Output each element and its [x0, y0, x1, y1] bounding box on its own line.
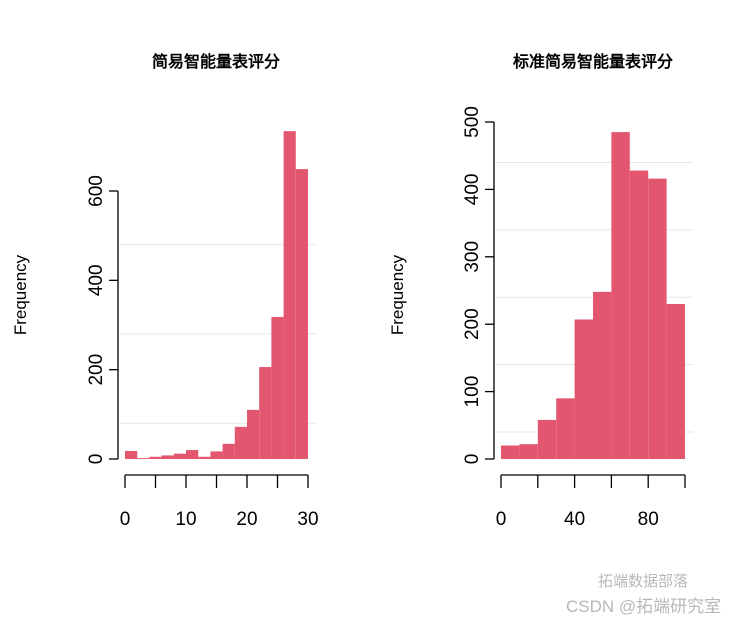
histogram-bar [186, 450, 199, 459]
axes: 0 100 200 300 400 500 0 40 80 [462, 106, 686, 530]
x-tick-label: 0 [496, 509, 507, 530]
histogram-bar [247, 409, 260, 459]
histogram-bar [173, 453, 186, 459]
histogram-bar [593, 291, 612, 459]
chart-title: 简易智能量表评分 [152, 52, 280, 71]
bars [501, 132, 685, 460]
x-tick-label: 40 [564, 509, 585, 530]
histogram-bar [271, 316, 284, 459]
x-tick-label: 0 [120, 509, 131, 530]
histogram-bar [137, 458, 150, 459]
histogram-bar [519, 444, 538, 459]
histogram-bar [149, 456, 162, 459]
histogram-bar [210, 451, 223, 459]
chart-title: 标准简易智能量表评分 [512, 52, 673, 71]
histogram-bar [574, 319, 593, 459]
x-tick-label: 80 [638, 509, 659, 530]
histogram-standard-mmse-score: 标准简易智能量表评分 Frequency 0 100 200 300 400 500 0 40… [388, 52, 693, 530]
axes: 0 200 400 600 0 10 20 30 [86, 175, 319, 530]
x-tick-label: 30 [297, 509, 318, 530]
y-tick-label: 0 [86, 454, 107, 465]
y-tick-label: 400 [462, 174, 483, 206]
histogram-bar [259, 366, 272, 459]
y-axis-label: Frequency [11, 254, 30, 335]
histogram-bar [556, 398, 575, 459]
y-tick-label: 300 [462, 241, 483, 273]
histogram-bar [283, 131, 296, 459]
histogram-bar [198, 456, 211, 459]
y-tick-label: 500 [462, 106, 483, 138]
histogram-mmse-score: 简易智能量表评分 Frequency 0 200 400 600 0 10 20 30 [11, 52, 319, 530]
y-axis-label: Frequency [388, 254, 407, 335]
histogram-bar [537, 419, 557, 459]
y-tick-label: 100 [462, 376, 483, 408]
histogram-bar [222, 443, 235, 459]
histogram-bar [161, 455, 174, 459]
watermark-line1: 拓端数据部落 [598, 572, 689, 590]
histogram-bar [611, 132, 630, 460]
histogram-bar [666, 303, 685, 459]
x-tick-label: 10 [175, 509, 196, 530]
y-tick-label: 400 [86, 264, 107, 296]
histogram-bar [125, 450, 138, 459]
histogram-bar [501, 445, 520, 459]
histogram-bar [234, 426, 247, 459]
bars [125, 131, 308, 459]
histogram-bar [648, 178, 667, 459]
watermark-line2: CSDN @拓端研究室 [566, 597, 722, 616]
y-tick-label: 600 [86, 175, 107, 207]
histogram-bar [295, 169, 308, 459]
y-tick-label: 200 [86, 354, 107, 386]
x-tick-label: 20 [236, 509, 257, 530]
y-tick-label: 0 [462, 454, 483, 465]
y-tick-label: 200 [462, 308, 483, 340]
histogram-bar [629, 170, 649, 459]
